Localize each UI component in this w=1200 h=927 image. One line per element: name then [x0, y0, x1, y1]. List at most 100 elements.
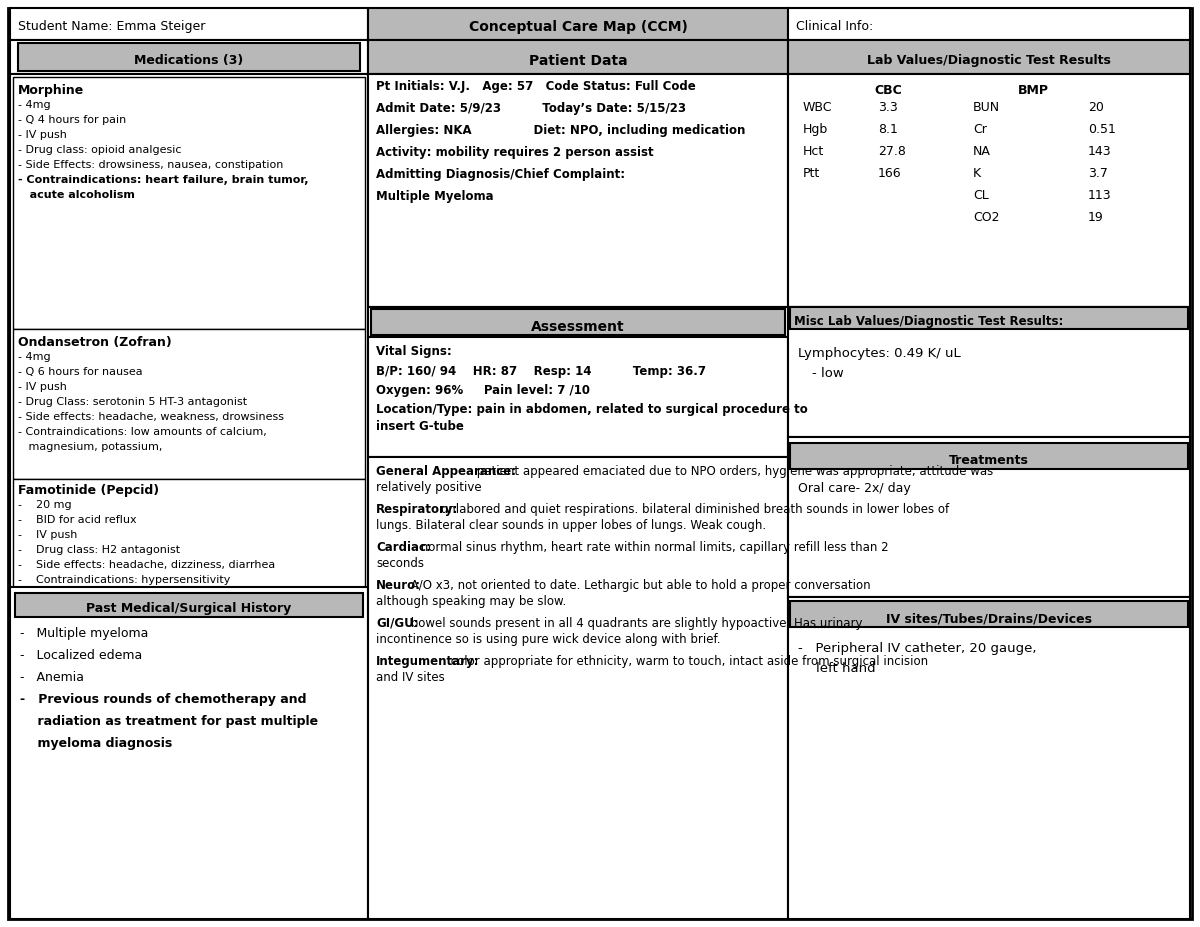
Bar [13, 479, 365, 587]
Text: insert G-tube: insert G-tube [376, 420, 464, 433]
Text: 27.8: 27.8 [878, 145, 906, 158]
Text: Hct: Hct [803, 145, 824, 158]
Text: - IV push: - IV push [18, 130, 67, 140]
Text: - Q 6 hours for nausea: - Q 6 hours for nausea [18, 367, 143, 377]
Text: Oxygen: 96%     Pain level: 7 /10: Oxygen: 96% Pain level: 7 /10 [376, 384, 590, 397]
Bar [10, 40, 368, 74]
Text: -    BID for acid reflux: - BID for acid reflux [18, 515, 137, 525]
Text: and IV sites: and IV sites [376, 671, 445, 684]
Text: Cardiac:: Cardiac: [376, 541, 431, 554]
Text: BMP: BMP [1018, 84, 1049, 97]
Bar [368, 337, 788, 457]
Bar [371, 309, 785, 335]
Text: Hgb: Hgb [803, 123, 828, 136]
Text: left hand: left hand [816, 662, 876, 675]
Text: Activity: mobility requires 2 person assist: Activity: mobility requires 2 person ass… [376, 146, 654, 159]
Text: Admitting Diagnosis/Chief Complaint:: Admitting Diagnosis/Chief Complaint: [376, 168, 625, 181]
Bar [13, 329, 365, 479]
Text: bowel sounds present in all 4 quadrants are slightly hypoactive. Has urinary: bowel sounds present in all 4 quadrants … [407, 617, 862, 630]
Text: Pt Initials: V.J.   Age: 57   Code Status: Full Code: Pt Initials: V.J. Age: 57 Code Status: F… [376, 80, 696, 93]
Text: - Drug Class: serotonin 5 HT-3 antagonist: - Drug Class: serotonin 5 HT-3 antagonis… [18, 397, 247, 407]
Bar [10, 74, 368, 587]
Text: 113: 113 [1088, 189, 1111, 202]
Text: Ondansetron (Zofran): Ondansetron (Zofran) [18, 336, 172, 349]
Text: Conceptual Care Map (CCM): Conceptual Care Map (CCM) [468, 20, 688, 34]
Text: B/P: 160/ 94    HR: 87    Resp: 14          Temp: 36.7: B/P: 160/ 94 HR: 87 Resp: 14 Temp: 36.7 [376, 365, 706, 378]
Text: A/O x3, not oriented to date. Lethargic but able to hold a proper conversation: A/O x3, not oriented to date. Lethargic … [407, 579, 870, 592]
Text: NA: NA [973, 145, 991, 158]
Text: Respiratory:: Respiratory: [376, 503, 458, 516]
Text: -   Localized edema: - Localized edema [20, 649, 143, 662]
Bar [790, 307, 1188, 329]
Text: Multiple Myeloma: Multiple Myeloma [376, 190, 493, 203]
Text: -    Drug class: H2 antagonist: - Drug class: H2 antagonist [18, 545, 180, 555]
Bar [788, 307, 1190, 437]
Text: Patient Data: Patient Data [529, 54, 628, 68]
Text: CL: CL [973, 189, 989, 202]
Bar [368, 457, 788, 919]
Text: -   Multiple myeloma: - Multiple myeloma [20, 627, 149, 640]
Text: 3.3: 3.3 [878, 101, 898, 114]
Text: - Contraindications: heart failure, brain tumor,: - Contraindications: heart failure, brai… [18, 175, 308, 185]
Text: magnesium, potassium,: magnesium, potassium, [18, 442, 162, 452]
Text: Ptt: Ptt [803, 167, 821, 180]
Text: -   Previous rounds of chemotherapy and: - Previous rounds of chemotherapy and [20, 693, 306, 706]
Text: 0.51: 0.51 [1088, 123, 1116, 136]
Text: Integumentary:: Integumentary: [376, 655, 480, 668]
Text: radiation as treatment for past multiple: radiation as treatment for past multiple [20, 715, 318, 728]
Text: - 4mg: - 4mg [18, 352, 50, 362]
Text: Treatments: Treatments [949, 454, 1028, 467]
Text: patient appeared emaciated due to NPO orders, hygiene was appropriate, attitude : patient appeared emaciated due to NPO or… [473, 465, 994, 478]
Text: lungs. Bilateral clear sounds in upper lobes of lungs. Weak cough.: lungs. Bilateral clear sounds in upper l… [376, 519, 766, 532]
Text: Clinical Info:: Clinical Info: [796, 20, 874, 33]
Text: BUN: BUN [973, 101, 1000, 114]
Text: -    Contraindications: hypersensitivity: - Contraindications: hypersensitivity [18, 575, 230, 585]
Bar [368, 8, 788, 40]
Text: - 4mg: - 4mg [18, 100, 50, 110]
Text: relatively positive: relatively positive [376, 481, 481, 494]
Text: Vital Signs:: Vital Signs: [376, 345, 451, 358]
Text: 3.7: 3.7 [1088, 167, 1108, 180]
Text: color appropriate for ethnicity, warm to touch, intact aside from surgical incis: color appropriate for ethnicity, warm to… [448, 655, 929, 668]
Text: Oral care- 2x/ day: Oral care- 2x/ day [798, 482, 911, 495]
Text: Lab Values/Diagnostic Test Results: Lab Values/Diagnostic Test Results [868, 54, 1111, 67]
Text: General Appearance:: General Appearance: [376, 465, 516, 478]
Text: seconds: seconds [376, 557, 424, 570]
Text: Famotinide (Pepcid): Famotinide (Pepcid) [18, 484, 160, 497]
Text: normal sinus rhythm, heart rate within normal limits, capillary refill less than: normal sinus rhythm, heart rate within n… [416, 541, 888, 554]
Text: 19: 19 [1088, 211, 1104, 224]
Bar [368, 40, 788, 74]
Text: -   Anemia: - Anemia [20, 671, 84, 684]
Bar [10, 8, 368, 40]
Text: unlabored and quiet respirations. bilateral diminished breath sounds in lower lo: unlabored and quiet respirations. bilate… [437, 503, 949, 516]
Bar [788, 74, 1190, 307]
Bar [10, 587, 368, 919]
Text: 8.1: 8.1 [878, 123, 898, 136]
Text: CBC: CBC [874, 84, 902, 97]
Bar [368, 307, 788, 337]
Text: WBC: WBC [803, 101, 833, 114]
Text: Cr: Cr [973, 123, 986, 136]
Bar [18, 43, 360, 71]
Text: K: K [973, 167, 982, 180]
Text: 166: 166 [878, 167, 901, 180]
Text: - Drug class: opioid analgesic: - Drug class: opioid analgesic [18, 145, 181, 155]
Text: - Q 4 hours for pain: - Q 4 hours for pain [18, 115, 126, 125]
Text: - low: - low [812, 367, 844, 380]
Text: -    Side effects: headache, dizziness, diarrhea: - Side effects: headache, dizziness, dia… [18, 560, 275, 570]
Text: Misc Lab Values/Diagnostic Test Results:: Misc Lab Values/Diagnostic Test Results: [794, 315, 1063, 328]
Text: Medications (3): Medications (3) [134, 54, 244, 67]
Bar [13, 77, 365, 329]
Text: myeloma diagnosis: myeloma diagnosis [20, 737, 173, 750]
Bar [14, 593, 364, 617]
Text: -    IV push: - IV push [18, 530, 77, 540]
Text: Location/Type: pain in abdomen, related to surgical procedure to: Location/Type: pain in abdomen, related … [376, 403, 808, 416]
Text: CO2: CO2 [973, 211, 1000, 224]
Text: - Side Effects: drowsiness, nausea, constipation: - Side Effects: drowsiness, nausea, cons… [18, 160, 283, 170]
Bar [788, 437, 1190, 597]
Text: Student Name: Emma Steiger: Student Name: Emma Steiger [18, 20, 205, 33]
Text: - Contraindications: low amounts of calcium,: - Contraindications: low amounts of calc… [18, 427, 266, 437]
Text: Past Medical/Surgical History: Past Medical/Surgical History [86, 602, 292, 615]
Bar [788, 8, 1190, 40]
Text: - IV push: - IV push [18, 382, 67, 392]
